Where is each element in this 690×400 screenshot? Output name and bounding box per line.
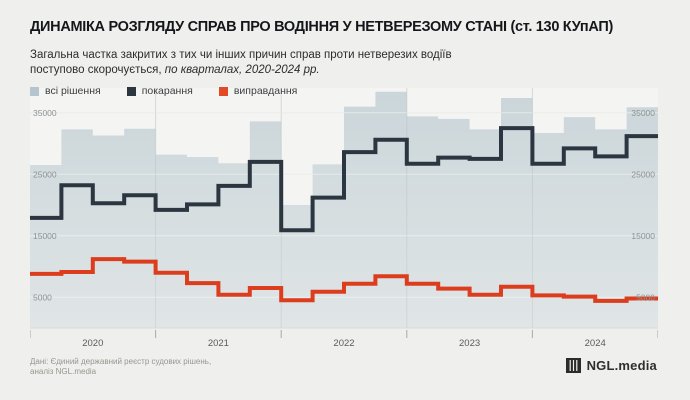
acquittal-line bbox=[30, 257, 658, 303]
year-label: 2021 bbox=[208, 338, 229, 349]
ngl-media-logo: NGL.media bbox=[565, 358, 657, 373]
legend-label: всі рішення bbox=[45, 85, 101, 97]
punishment-swatch-icon bbox=[126, 86, 136, 96]
y-tick-label-left: 5000 bbox=[33, 292, 52, 302]
y-tick-label-left: 25000 bbox=[33, 169, 57, 179]
legend-item-all-decisions: всі рішення bbox=[30, 85, 101, 97]
subtitle-line1: Загальна частка закритих з тих чи інших … bbox=[30, 49, 452, 61]
all-decisions-swatch-icon bbox=[30, 86, 39, 96]
subtitle-line2-italic: по кварталах, 2020-2024 рр. bbox=[164, 64, 320, 76]
year-label: 2020 bbox=[82, 338, 103, 349]
ngl-logo-icon bbox=[565, 358, 581, 373]
source-line1: Дані: Єдиний державний реєстр судових рі… bbox=[30, 357, 212, 366]
source-line2: аналіз NGL.media bbox=[30, 367, 97, 376]
legend-label: покарання bbox=[141, 85, 193, 97]
y-tick-label-right: 5000 bbox=[636, 292, 655, 302]
source-note: Дані: Єдиний державний реєстр судових рі… bbox=[30, 357, 211, 377]
year-label: 2024 bbox=[585, 338, 606, 349]
brand-name: NGL.media bbox=[586, 358, 657, 373]
subtitle-line2: поступово скорочується, bbox=[30, 64, 165, 76]
year-label: 2022 bbox=[333, 338, 354, 349]
chart-plot: 5000 5000 15000 15000 25000 25000 35000 35000 20… bbox=[30, 88, 658, 349]
chart-subtitle: Загальна частка закритих з тих чи інших … bbox=[30, 48, 650, 78]
y-tick-label-left: 15000 bbox=[33, 231, 57, 241]
legend-item-acquittal: виправдання bbox=[218, 85, 298, 97]
legend-item-punishment: покарання bbox=[126, 85, 193, 97]
chart-legend: всі рішення покарання виправдання bbox=[30, 85, 297, 97]
y-tick-label-right: 35000 bbox=[631, 108, 655, 118]
y-tick-label-left: 35000 bbox=[33, 108, 57, 118]
y-tick-label-right: 25000 bbox=[631, 169, 655, 179]
page-title: ДИНАМІКА РОЗГЛЯДУ СПРАВ ПРО ВОДІННЯ У НЕ… bbox=[30, 19, 613, 35]
y-tick-label-right: 15000 bbox=[631, 231, 655, 241]
legend-label: виправдання bbox=[233, 85, 298, 97]
year-label: 2023 bbox=[459, 338, 480, 349]
punishment-line bbox=[30, 126, 658, 233]
acquittal-swatch-icon bbox=[218, 86, 228, 96]
